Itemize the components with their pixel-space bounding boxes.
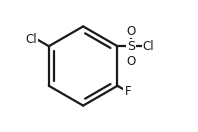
Text: Cl: Cl: [143, 40, 154, 53]
Text: F: F: [124, 85, 131, 98]
Text: O: O: [127, 25, 136, 37]
Text: Cl: Cl: [26, 33, 37, 46]
Text: S: S: [127, 40, 135, 53]
Text: O: O: [127, 55, 136, 68]
